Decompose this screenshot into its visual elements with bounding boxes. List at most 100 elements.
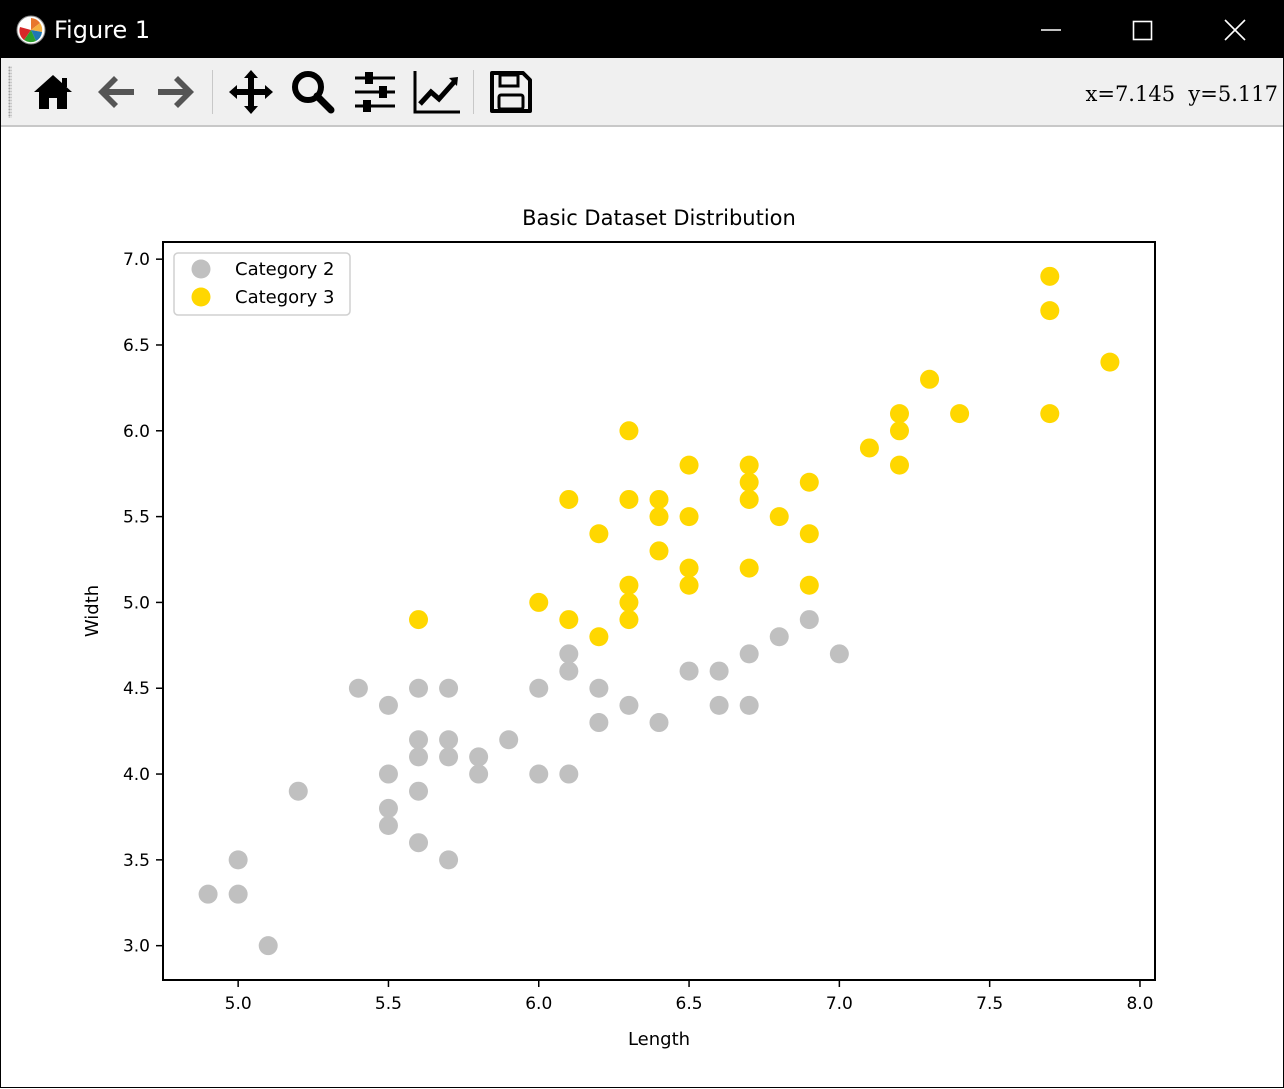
data-point-category-2 [739, 695, 759, 715]
floppy-disk-icon [490, 71, 532, 113]
navigation-toolbar: x=7.145 y=5.117 [1, 58, 1283, 127]
forward-button[interactable] [151, 68, 201, 116]
x-tick-label: 5.5 [375, 994, 402, 1014]
data-point-category-3 [889, 455, 909, 475]
data-point-category-2 [739, 644, 759, 664]
data-point-category-2 [409, 781, 429, 801]
cursor-coordinates: x=7.145 y=5.117 [1085, 82, 1279, 106]
data-point-category-2 [469, 764, 489, 784]
data-point-category-2 [619, 695, 639, 715]
y-tick-label: 6.5 [123, 336, 150, 356]
data-point-category-3 [920, 369, 940, 389]
data-point-category-3 [1040, 266, 1060, 286]
data-point-category-3 [649, 541, 669, 561]
data-point-category-2 [409, 730, 429, 750]
data-point-category-3 [559, 610, 579, 630]
data-point-category-3 [679, 455, 699, 475]
figure-canvas[interactable]: Basic Dataset Distribution 5.0 5.5 6.0 6.5 7.… [1, 127, 1283, 1089]
data-point-category-3 [1040, 301, 1060, 321]
data-point-category-2 [679, 661, 699, 681]
search-icon [292, 71, 335, 114]
data-point-category-2 [378, 798, 398, 818]
toolbar-grip[interactable] [8, 66, 12, 118]
data-point-category-2 [649, 713, 669, 733]
data-point-category-3 [679, 507, 699, 527]
title-bar[interactable]: Figure 1 [1, 1, 1283, 58]
data-point-category-2 [439, 850, 459, 870]
configure-subplots-button[interactable] [350, 68, 400, 116]
data-point-category-3 [559, 489, 579, 509]
data-point-category-2 [409, 747, 429, 767]
data-point-category-3 [950, 404, 970, 424]
data-point-category-2 [769, 627, 789, 647]
data-point-category-3 [619, 610, 639, 630]
zoom-button[interactable] [288, 68, 338, 116]
save-button[interactable] [486, 68, 536, 116]
minimize-button[interactable] [1029, 11, 1073, 49]
data-point-category-2 [829, 644, 849, 664]
data-point-category-2 [288, 781, 308, 801]
y-tick-label: 6.0 [123, 422, 150, 442]
data-point-category-3 [619, 592, 639, 612]
data-point-category-3 [889, 421, 909, 441]
back-button[interactable] [91, 68, 141, 116]
x-tick-label: 7.0 [826, 994, 853, 1014]
axes-frame [162, 241, 1156, 981]
data-point-category-3 [769, 507, 789, 527]
data-point-category-3 [799, 524, 819, 544]
legend-label: Category 3 [235, 287, 334, 308]
data-point-category-2 [709, 661, 729, 681]
arrow-right-icon [158, 76, 194, 108]
legend-label: Category 2 [235, 259, 334, 280]
toolbar-separator [473, 70, 474, 114]
maximize-button[interactable] [1121, 11, 1165, 49]
data-point-category-3 [799, 575, 819, 595]
data-point-category-3 [409, 610, 429, 630]
data-point-category-3 [649, 507, 669, 527]
home-button[interactable] [28, 68, 78, 116]
data-point-category-3 [619, 421, 639, 441]
data-point-category-3 [739, 472, 759, 492]
data-point-category-3 [859, 438, 879, 458]
close-button[interactable] [1213, 11, 1257, 49]
data-point-category-2 [439, 747, 459, 767]
data-point-category-3 [679, 558, 699, 578]
pan-button[interactable] [226, 68, 276, 116]
data-point-category-2 [529, 764, 549, 784]
x-tick-label: 6.0 [525, 994, 552, 1014]
data-point-category-2 [499, 730, 519, 750]
data-point-category-2 [559, 661, 579, 681]
y-tick-label: 3.5 [123, 851, 150, 871]
data-point-category-3 [649, 489, 669, 509]
data-point-category-2 [439, 730, 459, 750]
data-point-category-2 [559, 644, 579, 664]
data-point-category-3 [799, 472, 819, 492]
x-tick-label: 8.0 [1126, 994, 1153, 1014]
legend-box [173, 252, 351, 316]
y-tick-label: 4.0 [123, 765, 150, 785]
edit-axis-button[interactable] [412, 68, 462, 116]
data-point-category-3 [739, 489, 759, 509]
minimize-icon [1041, 29, 1061, 31]
data-point-category-3 [679, 575, 699, 595]
data-point-category-3 [889, 404, 909, 424]
sliders-icon [355, 72, 395, 112]
data-point-category-2 [378, 764, 398, 784]
data-point-category-2 [559, 764, 579, 784]
x-axis-label: Length [628, 1029, 690, 1050]
home-icon [34, 75, 72, 109]
x-tick-label: 6.5 [676, 994, 703, 1014]
data-point-category-2 [469, 747, 489, 767]
data-point-category-2 [439, 678, 459, 698]
data-point-category-3 [619, 489, 639, 509]
data-point-category-2 [589, 713, 609, 733]
data-point-category-3 [589, 524, 609, 544]
y-tick-label: 5.5 [123, 508, 150, 528]
data-point-category-2 [258, 936, 278, 956]
legend-marker [191, 287, 211, 307]
arrow-left-icon [98, 76, 134, 108]
maximize-icon [1132, 20, 1153, 41]
scatter-chart[interactable]: Basic Dataset Distribution 5.0 5.5 6.0 6.5 7.… [1, 127, 1283, 1085]
y-tick-label: 7.0 [123, 250, 150, 270]
data-point-category-2 [378, 695, 398, 715]
